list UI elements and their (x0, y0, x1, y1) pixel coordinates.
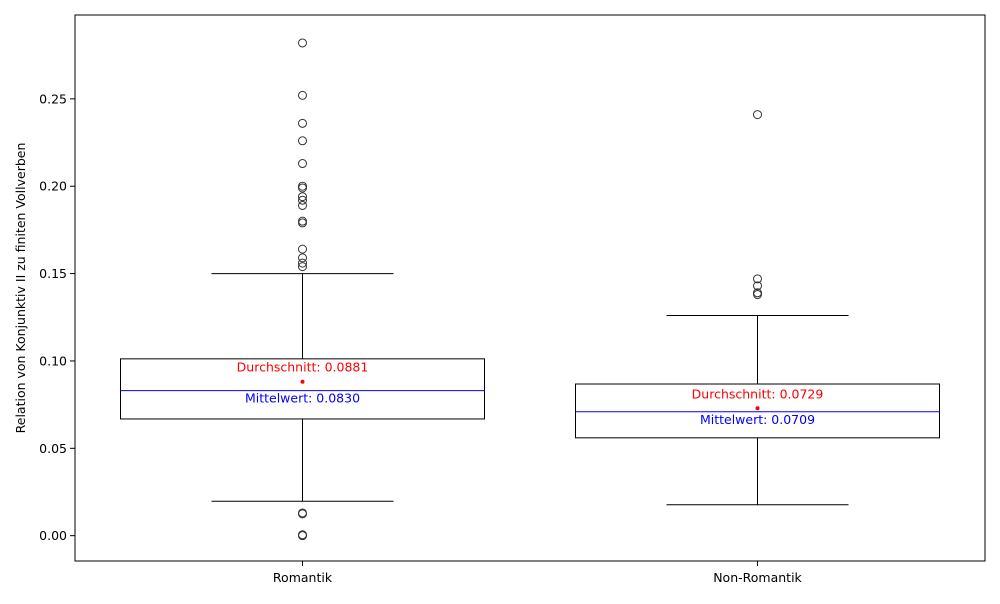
y-axis-label: Relation von Konjunktiv II zu finiten Vo… (13, 143, 28, 434)
y-axis: 0.00 0.05 0.10 0.15 0.20 0.25 (39, 91, 75, 543)
iqr-box (120, 358, 485, 420)
outlier-point (298, 159, 307, 169)
box-group: Durchschnitt: 0.0881 Mittelwert: 0.0830 (120, 38, 485, 541)
mean-annotation: Durchschnitt: 0.0729 (692, 386, 824, 401)
x-tick-label: Non-Romantik (713, 570, 802, 585)
outlier-point (753, 110, 762, 120)
outlier-point (298, 509, 307, 519)
outlier-point (298, 181, 307, 191)
mean-marker (300, 379, 305, 384)
mean-annotation: Durchschnitt: 0.0881 (237, 360, 369, 375)
y-tick-label: 0.05 (39, 441, 67, 456)
outlier-point (298, 262, 307, 272)
y-tick-label: 0.00 (39, 528, 67, 543)
x-axis: Romantik Non-Romantik (273, 561, 803, 585)
x-tick-label: Romantik (273, 570, 333, 585)
outlier-point (298, 218, 307, 228)
outlier-point (298, 38, 307, 48)
outlier-point (753, 274, 762, 284)
outlier-point (298, 244, 307, 254)
outlier-point (298, 118, 307, 128)
y-tick-label: 0.15 (39, 266, 67, 281)
y-tick-label: 0.25 (39, 91, 67, 106)
y-tick-label: 0.20 (39, 179, 67, 194)
outlier-point (753, 281, 762, 291)
box-group: Durchschnitt: 0.0729 Mittelwert: 0.0709 (575, 110, 940, 506)
outlier-point (298, 200, 307, 210)
outlier-point (298, 136, 307, 146)
outlier-point (298, 192, 307, 202)
iqr-box (575, 383, 940, 439)
plot-area-frame (74, 14, 986, 562)
outlier-point (298, 183, 307, 193)
mean-marker (755, 406, 760, 411)
outlier-point (298, 253, 307, 263)
outlier-point (753, 290, 762, 300)
median-annotation: Mittelwert: 0.0830 (245, 391, 360, 406)
outlier-point (298, 531, 307, 541)
y-tick-label: 0.10 (39, 353, 67, 368)
median-annotation: Mittelwert: 0.0709 (700, 412, 815, 427)
outlier-point (298, 90, 307, 100)
outlier-point (298, 195, 307, 205)
outlier-point (298, 216, 307, 226)
outlier-point (298, 258, 307, 268)
